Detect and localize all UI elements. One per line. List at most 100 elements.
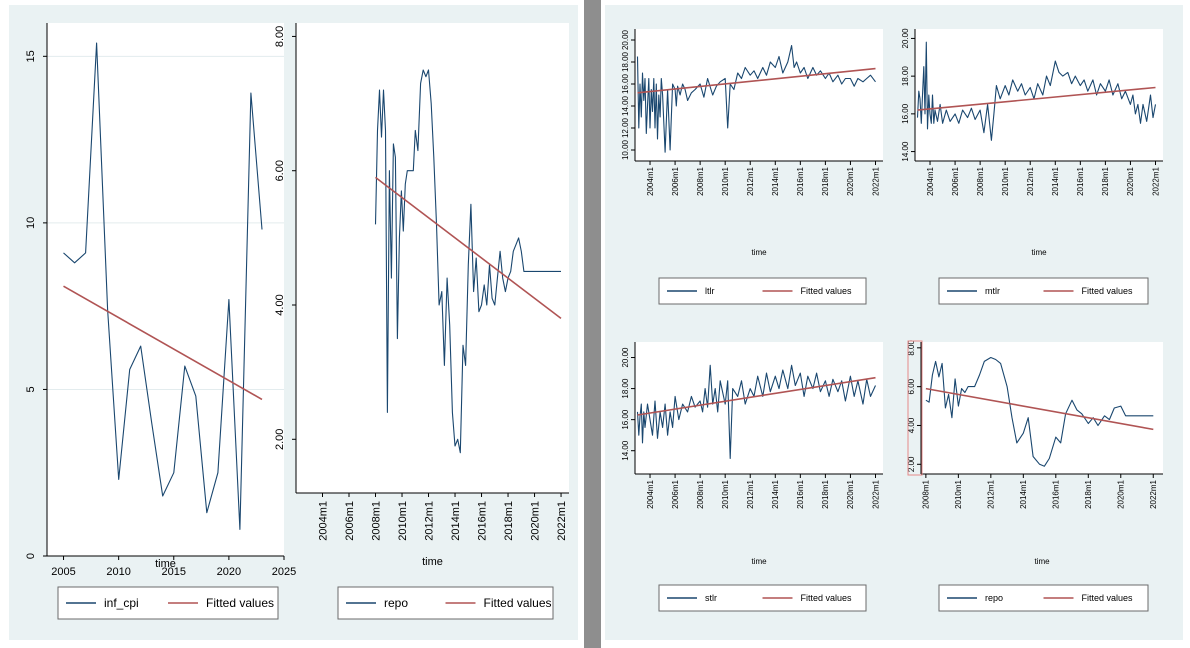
x-tick-label: 2010m1 (721, 479, 730, 508)
x-tick-label: 2014m1 (1019, 479, 1028, 508)
x-tick-label: 2010m1 (397, 501, 409, 541)
legend-label: ltlr (705, 286, 715, 296)
plot-area (915, 29, 1163, 161)
legend-label: Fitted values (1082, 593, 1134, 603)
plot-area (635, 342, 883, 474)
y-tick-label: 14.00 (621, 440, 630, 461)
legend: stlr Fitted values (658, 584, 867, 612)
y-tick-label: 6.00 (274, 160, 286, 181)
x-tick-label: 2006m1 (951, 166, 960, 195)
x-axis-title: time (155, 558, 176, 570)
x-tick-label: 2010m1 (1001, 166, 1010, 195)
chart-repo_big: 2.00 4.00 6.00 8.00 2004m1 2006m1 2008m1 2010m1… (274, 23, 569, 620)
y-tick-label: 20.00 (621, 347, 630, 368)
x-tick-label: 2022m1 (871, 479, 880, 508)
x-tick-label: 2022m1 (1151, 166, 1160, 195)
x-tick-label: 2008m1 (696, 479, 705, 508)
y-tick-label: 16.00 (901, 103, 910, 124)
highlight-box (907, 340, 923, 476)
y-tick-label: 8.00 (274, 26, 286, 47)
x-axis-title: time (1031, 248, 1047, 257)
y-tick-label: 10.00 (621, 139, 630, 160)
legend-label: Fitted values (206, 596, 274, 610)
fitted-line (637, 376, 876, 416)
x-tick-label: 2020m1 (529, 501, 541, 541)
x-tick-label: 2018m1 (821, 166, 830, 195)
y-tick-label: 20.00 (901, 28, 910, 49)
y-tick-label: 2.00 (907, 456, 916, 472)
x-tick-label: 2004m1 (646, 166, 655, 195)
plot-area (296, 23, 569, 493)
fitted-line (637, 67, 876, 94)
fitted-line (925, 387, 1154, 431)
legend: inf_cpi Fitted values (57, 586, 279, 620)
x-tick-label: 2010m1 (954, 479, 963, 508)
x-tick-label: 2016m1 (796, 479, 805, 508)
fitted-line (375, 176, 562, 320)
x-tick-label: 2012m1 (423, 501, 435, 541)
y-tick-label: 20.00 (621, 29, 630, 50)
x-tick-label: 2018m1 (503, 501, 515, 541)
y-tick-label: 5 (25, 386, 37, 392)
legend: ltlr Fitted values (658, 277, 867, 305)
y-tick-label: 4.00 (907, 417, 916, 433)
x-tick-label: 2022m1 (1149, 479, 1158, 508)
x-tick-label: 2014m1 (1051, 166, 1060, 195)
x-tick-label: 2010 (106, 566, 130, 578)
x-tick-label: 2016m1 (1052, 479, 1061, 508)
legend-label: inf_cpi (104, 596, 139, 610)
legend-label: Fitted values (801, 593, 853, 603)
y-tick-label: 0 (25, 553, 37, 559)
x-tick-label: 2014m1 (771, 166, 780, 195)
x-tick-label: 2012m1 (746, 166, 755, 195)
legend-label: repo (985, 593, 1003, 603)
x-tick-label: 2006m1 (344, 501, 356, 541)
x-axis-title: time (1034, 557, 1050, 566)
y-tick-label: 18.00 (621, 378, 630, 399)
chart-repo_small: 2.00 4.00 6.00 8.00 2008m1 2010m1 2012m1 2014m1… (907, 339, 1163, 612)
x-tick-label: 2020m1 (1117, 479, 1126, 508)
x-tick-label: 2012m1 (987, 479, 996, 508)
fitted-line (63, 285, 263, 401)
y-tick-label: 12.00 (621, 117, 630, 138)
x-tick-label: 2004m1 (646, 479, 655, 508)
x-tick-label: 2018m1 (1084, 479, 1093, 508)
panel-divider (584, 0, 601, 648)
x-tick-label: 2004m1 (926, 166, 935, 195)
series-line-inf_cpi (63, 42, 263, 530)
x-tick-label: 2008m1 (922, 479, 931, 508)
x-tick-label: 2020m1 (1126, 166, 1135, 195)
legend: repo Fitted values (938, 584, 1149, 612)
x-tick-label: 2022m1 (871, 166, 880, 195)
y-tick-label: 2.00 (274, 429, 286, 450)
x-tick-label: 2020m1 (846, 166, 855, 195)
series-line-mtlr (916, 41, 1157, 141)
x-tick-label: 2025 (272, 566, 296, 578)
legend-label: mtlr (985, 286, 1000, 296)
y-tick-label: 14.00 (901, 141, 910, 162)
x-tick-label: 2016m1 (476, 501, 488, 541)
x-tick-label: 2006m1 (671, 166, 680, 195)
x-tick-label: 2016m1 (1076, 166, 1085, 195)
y-tick-label: 6.00 (907, 378, 916, 394)
legend: mtlr Fitted values (938, 277, 1149, 305)
x-axis-title: time (751, 248, 767, 257)
legend: repo Fitted values (337, 586, 554, 620)
x-tick-label: 2008m1 (696, 166, 705, 195)
x-tick-label: 2016m1 (796, 166, 805, 195)
fitted-line (917, 86, 1156, 111)
x-tick-label: 2006m1 (671, 479, 680, 508)
x-tick-label: 2018m1 (1101, 166, 1110, 195)
x-tick-label: 2012m1 (746, 479, 755, 508)
y-tick-label: 4.00 (274, 294, 286, 315)
y-tick-label: 16.00 (621, 73, 630, 94)
y-tick-label: 16.00 (621, 409, 630, 430)
legend-label: Fitted values (1082, 286, 1134, 296)
legend-label: Fitted values (484, 596, 552, 610)
plot-area (47, 23, 284, 556)
x-tick-label: 2005 (51, 566, 75, 578)
x-tick-label: 2008m1 (976, 166, 985, 195)
x-tick-label: 2018m1 (821, 479, 830, 508)
